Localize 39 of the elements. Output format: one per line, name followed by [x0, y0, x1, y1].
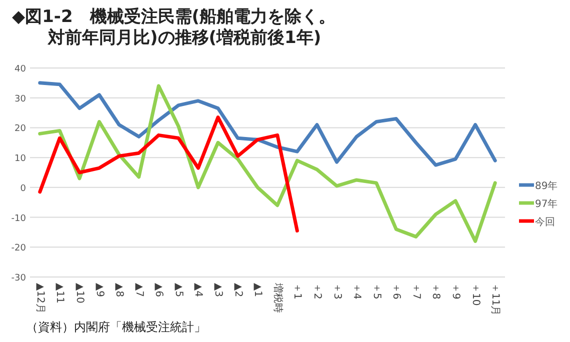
legend-label: 89年 [535, 180, 558, 192]
x-tick-label: ＋11月 [490, 283, 501, 316]
x-tick-label: ＋5 [370, 283, 382, 300]
x-tick-label: ＋2 [311, 283, 322, 300]
legend-label: 97年 [535, 198, 558, 210]
y-tick-label: -20 [11, 244, 26, 254]
y-tick-label: -30 [11, 274, 26, 284]
x-tick-label: ▲11 [54, 283, 66, 304]
y-tick-label: 20 [14, 124, 26, 134]
annotation: （資料）内閣府「機械受注統計」 [26, 320, 206, 334]
title: ◆図1-2 機械受注民需(船舶電力を除く。 [12, 7, 336, 27]
x-tick-label: ▲6 [153, 283, 164, 298]
x-tick-label: ▲12月 [34, 283, 46, 314]
x-tick-label: ▲7 [133, 283, 144, 298]
plot: 40 30 20 10 0 -10 -20 -30 ▲12月 ▲11 ▲10 ▲9 ▲8 ▲7 ▲6 ▲5 ▲4 ▲3 ▲2 ▲1 増税時 ＋1 ＋2 ＋3 ＋4 ＋5 ＋6 ＋7 ＋8 ＋9 ＋10 ＋11月 [11, 64, 506, 316]
x-tick-label: ▲3 [212, 283, 224, 298]
x-tick-label: ＋9 [450, 283, 462, 300]
y-tick-label: 0 [20, 184, 26, 194]
subtitle: 対前年同月比)の推移(増税前後1年) [48, 28, 322, 48]
y-tick-label: 10 [14, 154, 26, 164]
x-tick-label: ▲5 [172, 283, 184, 298]
x-tick-label: ＋10 [470, 283, 481, 306]
y-tick-label: -10 [11, 214, 26, 224]
x-tick-label: ＋8 [430, 283, 442, 300]
x-tick-label: ▲1 [252, 283, 264, 298]
x-tick-label: ＋7 [410, 283, 422, 300]
x-tick-label: ＋4 [351, 283, 362, 300]
x-tick-label: ＋3 [331, 283, 342, 300]
legend-label: 今回 [535, 216, 555, 228]
x-tick-label: ▲4 [192, 283, 204, 298]
x-tick-label: ＋6 [390, 283, 402, 300]
y-tick-label: 40 [14, 64, 26, 74]
y-tick-label: 30 [14, 94, 26, 104]
x-tick-label: 増税時 [272, 282, 284, 313]
x-tick-label: ＋1 [292, 283, 303, 300]
x-tick-label: ▲2 [232, 283, 244, 298]
x-tick-label: ▲10 [74, 283, 85, 304]
x-tick-label: ▲9 [94, 283, 105, 298]
x-tick-label: ▲8 [114, 283, 125, 298]
